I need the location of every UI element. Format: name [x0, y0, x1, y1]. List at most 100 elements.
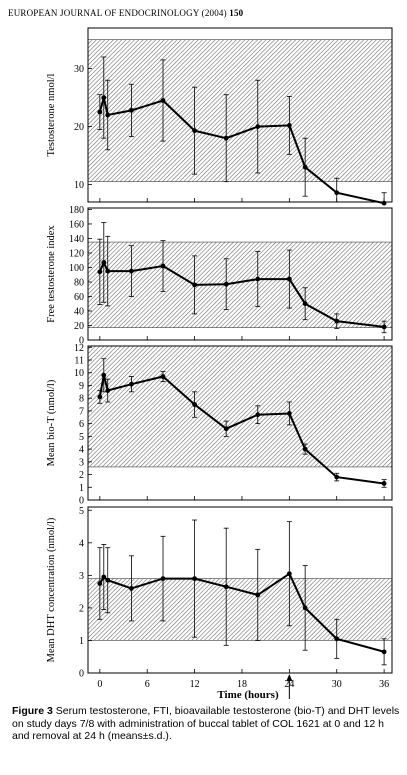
panel-2-frame	[87, 207, 393, 341]
panel-2-ytick-label: 80	[74, 277, 84, 288]
journal-header: EUROPEAN JOURNAL OF ENDOCRINOLOGY (2004)…	[8, 8, 403, 18]
panel-2-data-point	[97, 269, 103, 275]
panel-2-data-point	[286, 276, 292, 282]
panel-4-ytick-label: 4	[79, 538, 84, 549]
panel-3-ytick-label: 9	[79, 381, 84, 392]
panel-1-series-line	[98, 97, 385, 205]
panel-4-data-point	[192, 576, 197, 582]
panel-3-y-axis-label: Mean bio-T (nmol/l)	[46, 379, 57, 466]
panel-4-xtick-label: 36	[379, 679, 389, 690]
panel-2-data-point	[381, 324, 387, 330]
panel-2-data-point	[160, 263, 166, 269]
panel-2-ytick-label: 120	[69, 248, 84, 259]
panel-3-data-point	[160, 374, 166, 379]
panel-4-data-point	[105, 577, 111, 583]
panel-1-frame	[87, 27, 393, 203]
panel-1-data-point	[286, 123, 292, 128]
panel-2-data-point	[101, 259, 107, 265]
panel-4-y-axis-label: Mean DHT concentration (nmol/l)	[46, 517, 57, 662]
panel-2-ytick-label: 40	[74, 306, 84, 317]
figure-label: Figure 3	[12, 705, 53, 717]
panel-4-data-point	[334, 636, 340, 642]
panel-3-data-point	[286, 411, 292, 416]
panel-3-ytick-label: 7	[79, 406, 84, 417]
panel-4-normal-range-band	[88, 578, 392, 641]
panel-3-data-point	[129, 381, 134, 387]
panel-1-data-point	[105, 112, 111, 118]
panel-1-data-point	[160, 98, 166, 103]
panel-4-data-point	[129, 585, 134, 591]
panel-4-data-point	[302, 605, 308, 611]
panel-2-data-point	[192, 282, 197, 288]
journal-name: EUROPEAN JOURNAL OF ENDOCRINOLOGY (2004)	[8, 8, 227, 18]
panel-4-xtick-label: 30	[332, 679, 342, 690]
panel-1-data-point	[334, 190, 340, 196]
panel-4-ytick-label: 1	[79, 636, 84, 647]
panel-4-ytick-label: 0	[79, 669, 84, 680]
panel-3-ytick-label: 2	[79, 470, 84, 481]
panel-3-data-point	[223, 426, 229, 432]
panel-3-ytick-label: 0	[79, 496, 84, 507]
panel-3-ytick-label: 8	[79, 394, 84, 405]
panel-2-ytick-label: 160	[69, 219, 84, 230]
panel-3-data-point	[101, 372, 107, 378]
panel-4-data-point	[160, 576, 166, 582]
panel-1-ytick-label: 30	[74, 64, 84, 75]
panel-3-ytick-label: 10	[74, 368, 84, 379]
panel-3-ytick-label: 12	[74, 343, 84, 354]
panel-1-data-point	[101, 95, 107, 100]
panel-1-data-point	[223, 135, 229, 141]
panel-1-data-point	[192, 128, 197, 134]
panel-4-data-point	[101, 574, 107, 580]
panel-4-xtick-label: 18	[237, 679, 247, 690]
panel-3-ytick-label: 3	[79, 457, 84, 468]
panel-3-ytick-label: 5	[79, 432, 84, 443]
panel-3-normal-range-band	[88, 346, 392, 467]
panel-4-xtick-label: 6	[145, 679, 150, 690]
panel-2-ytick-label: 100	[69, 263, 84, 274]
panel-3-frame	[87, 345, 393, 501]
panel-2-data-point	[129, 268, 134, 274]
panel-2-data-point	[255, 276, 261, 282]
panel-2-ytick-label: 20	[74, 321, 84, 332]
panel-4-data-point	[381, 649, 387, 655]
panel-4-ytick-label: 5	[79, 506, 84, 517]
panel-4-x-axis-title: Time (hours)	[217, 689, 279, 700]
panel-1-data-point	[255, 124, 261, 129]
journal-volume: 150	[229, 8, 244, 18]
panel-4-data-point	[223, 584, 229, 590]
panel-3-data-point	[381, 481, 387, 486]
panel-1-data-point	[129, 107, 134, 113]
panel-2-data-point	[334, 318, 340, 324]
panel-3-series-line	[98, 375, 385, 485]
panel-4-ytick-label: 2	[79, 603, 84, 614]
panel-1-normal-range-band	[88, 39, 392, 182]
panel-2-normal-range-band	[88, 242, 392, 328]
panel-4-frame	[87, 506, 393, 674]
panel-3-data-point	[97, 394, 103, 400]
panel-2-ytick-label: 180	[69, 205, 84, 216]
panel-3-ytick-label: 1	[79, 483, 84, 494]
panel-2-ytick-label: 60	[74, 292, 84, 303]
panel-1-data-point	[381, 200, 387, 206]
panel-3-ytick-label: 6	[79, 419, 84, 430]
panel-3-ytick-label: 4	[79, 445, 84, 456]
panel-3-data-point	[192, 402, 197, 407]
panel-3-data-point	[255, 412, 261, 418]
panel-3-data-point	[302, 446, 308, 452]
panel-1-data-point	[97, 109, 103, 115]
panel-4-data-point	[255, 592, 261, 598]
panel-2-ytick-label: 140	[69, 234, 84, 245]
panel-2-ytick-label: 0	[79, 336, 84, 347]
panel-1-ytick-label: 20	[74, 122, 84, 133]
figure-caption: Figure 3 Serum testosterone, FTI, bioava…	[12, 705, 400, 743]
panel-4-data-point	[286, 571, 292, 577]
panel-4-data-point	[97, 581, 103, 586]
panel-2-data-point	[302, 301, 308, 307]
panel-2-data-point	[105, 268, 111, 274]
panel-3-data-point	[334, 474, 340, 480]
panel-2-y-axis-label: Free testosterone index	[46, 225, 57, 323]
panel-2-data-point	[223, 281, 229, 287]
removal-arrow-head	[286, 674, 293, 681]
